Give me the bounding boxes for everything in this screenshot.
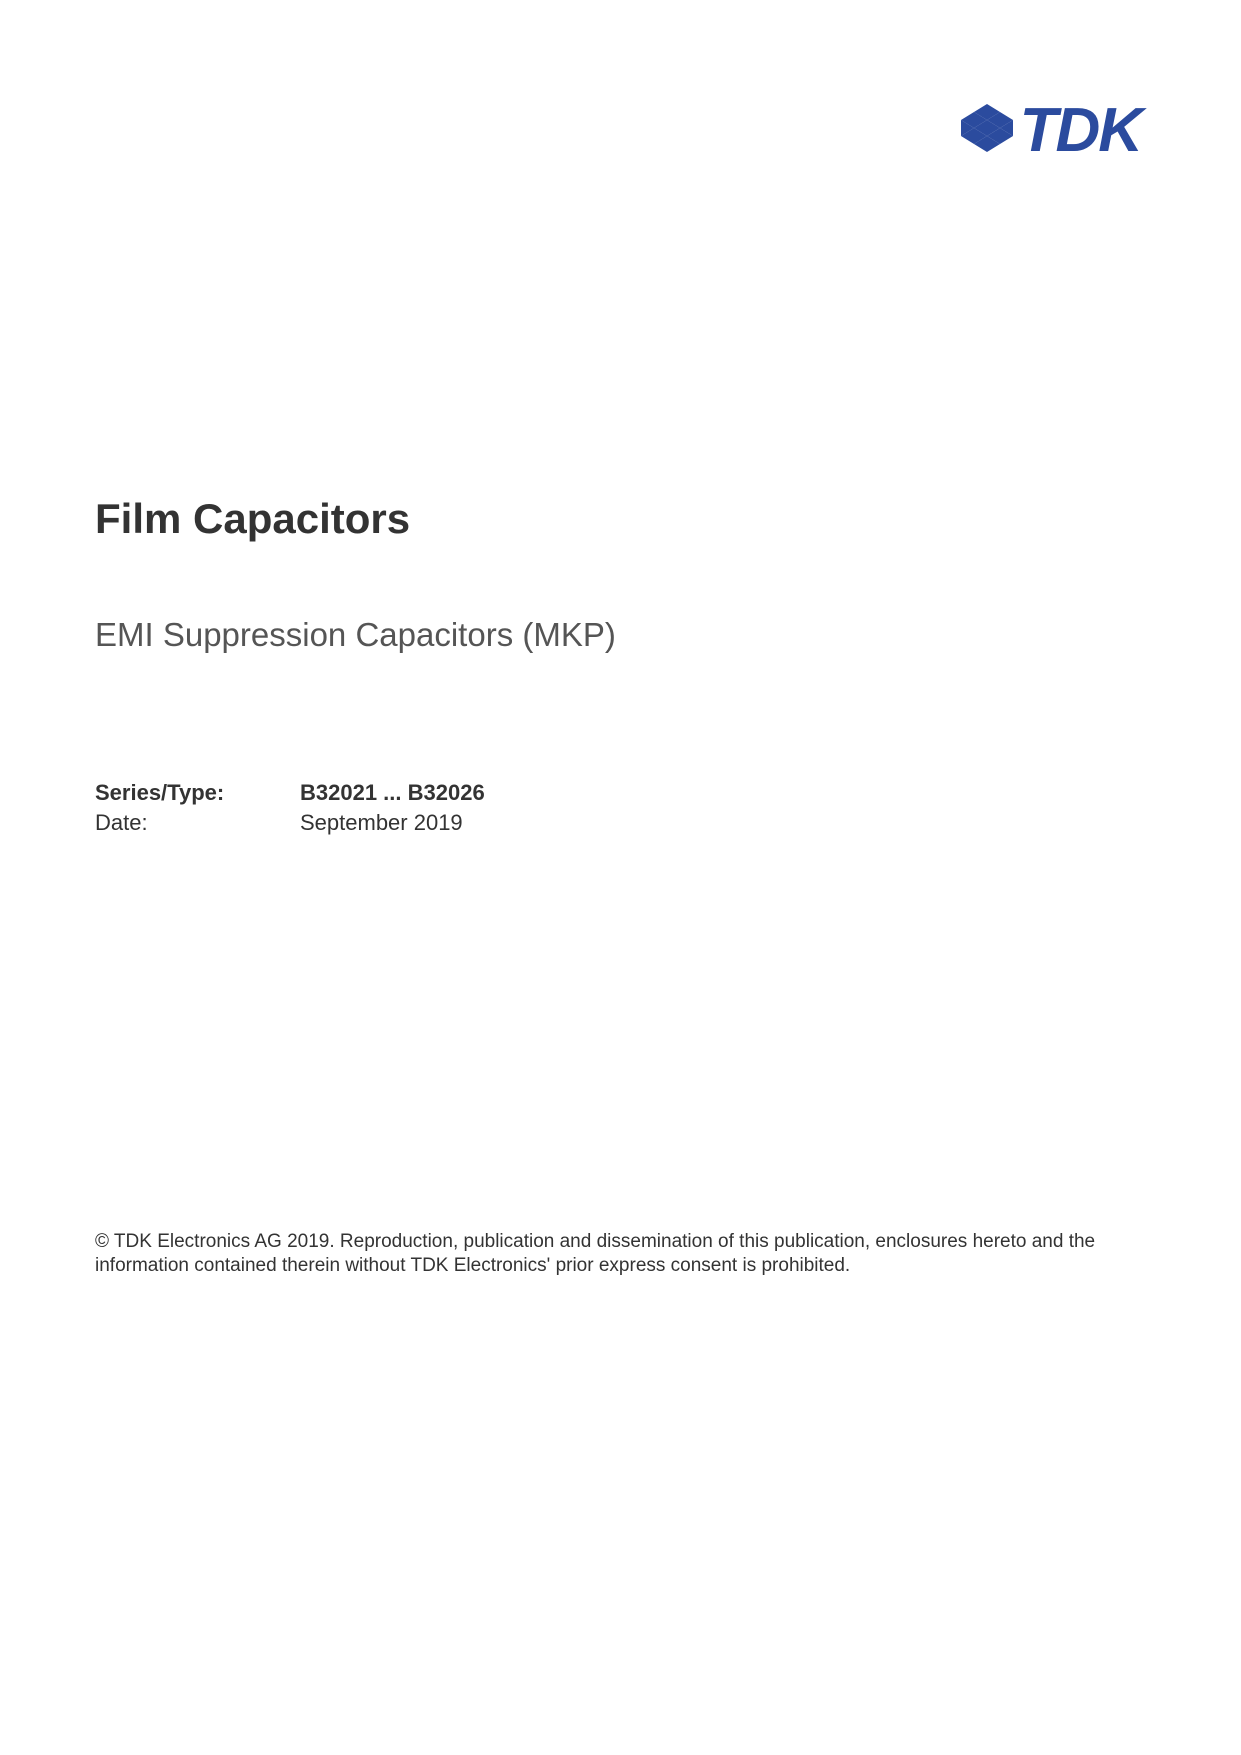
document-title: Film Capacitors (95, 495, 410, 543)
date-label: Date: (95, 810, 300, 836)
tdk-logo-icon (958, 102, 1016, 160)
metadata-section: Series/Type: B32021 ... B32026 Date: Sep… (95, 780, 485, 840)
date-value: September 2019 (300, 810, 463, 836)
logo-brand-text: TDK (1020, 95, 1141, 166)
document-subtitle: EMI Suppression Capacitors (MKP) (95, 616, 616, 654)
tdk-logo: TDK (958, 95, 1141, 166)
series-value: B32021 ... B32026 (300, 780, 485, 806)
logo-container: TDK (958, 95, 1141, 166)
copyright-text: © TDK Electronics AG 2019. Reproduction,… (95, 1230, 1146, 1279)
series-label: Series/Type: (95, 780, 300, 806)
document-page: TDK Film Capacitors EMI Suppression Capa… (0, 0, 1241, 1755)
series-row: Series/Type: B32021 ... B32026 (95, 780, 485, 806)
date-row: Date: September 2019 (95, 810, 485, 836)
